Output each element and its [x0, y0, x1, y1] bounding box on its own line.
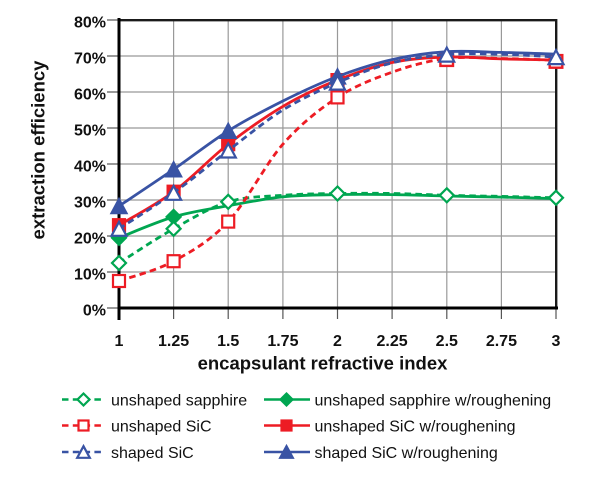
svg-text:1.25: 1.25 — [158, 333, 189, 350]
svg-text:extraction efficiency: extraction efficiency — [28, 60, 49, 240]
svg-text:40%: 40% — [74, 158, 106, 175]
svg-text:unshaped SiC: unshaped SiC — [111, 419, 212, 436]
svg-text:60%: 60% — [74, 86, 106, 103]
svg-text:70%: 70% — [74, 50, 106, 67]
svg-text:2.25: 2.25 — [377, 333, 408, 350]
svg-text:unshaped sapphire: unshaped sapphire — [111, 393, 247, 410]
svg-text:50%: 50% — [74, 122, 106, 139]
svg-text:30%: 30% — [74, 194, 106, 211]
svg-text:1.75: 1.75 — [267, 333, 298, 350]
svg-text:unshaped SiC w/roughening: unshaped SiC w/roughening — [315, 419, 516, 436]
svg-text:1.5: 1.5 — [217, 333, 239, 350]
svg-text:0%: 0% — [83, 302, 106, 319]
svg-text:shaped SiC: shaped SiC — [111, 445, 194, 462]
svg-text:2.75: 2.75 — [486, 333, 517, 350]
svg-text:2.5: 2.5 — [436, 333, 458, 350]
svg-text:encapsulant refractive index: encapsulant refractive index — [198, 353, 449, 374]
svg-text:80%: 80% — [74, 14, 106, 31]
svg-text:1: 1 — [115, 333, 124, 350]
svg-text:10%: 10% — [74, 266, 106, 283]
svg-text:2: 2 — [333, 333, 342, 350]
svg-text:3: 3 — [552, 333, 561, 350]
svg-text:20%: 20% — [74, 230, 106, 247]
svg-text:unshaped sapphire w/roughening: unshaped sapphire w/roughening — [315, 393, 552, 410]
svg-text:shaped SiC w/roughening: shaped SiC w/roughening — [315, 445, 498, 462]
